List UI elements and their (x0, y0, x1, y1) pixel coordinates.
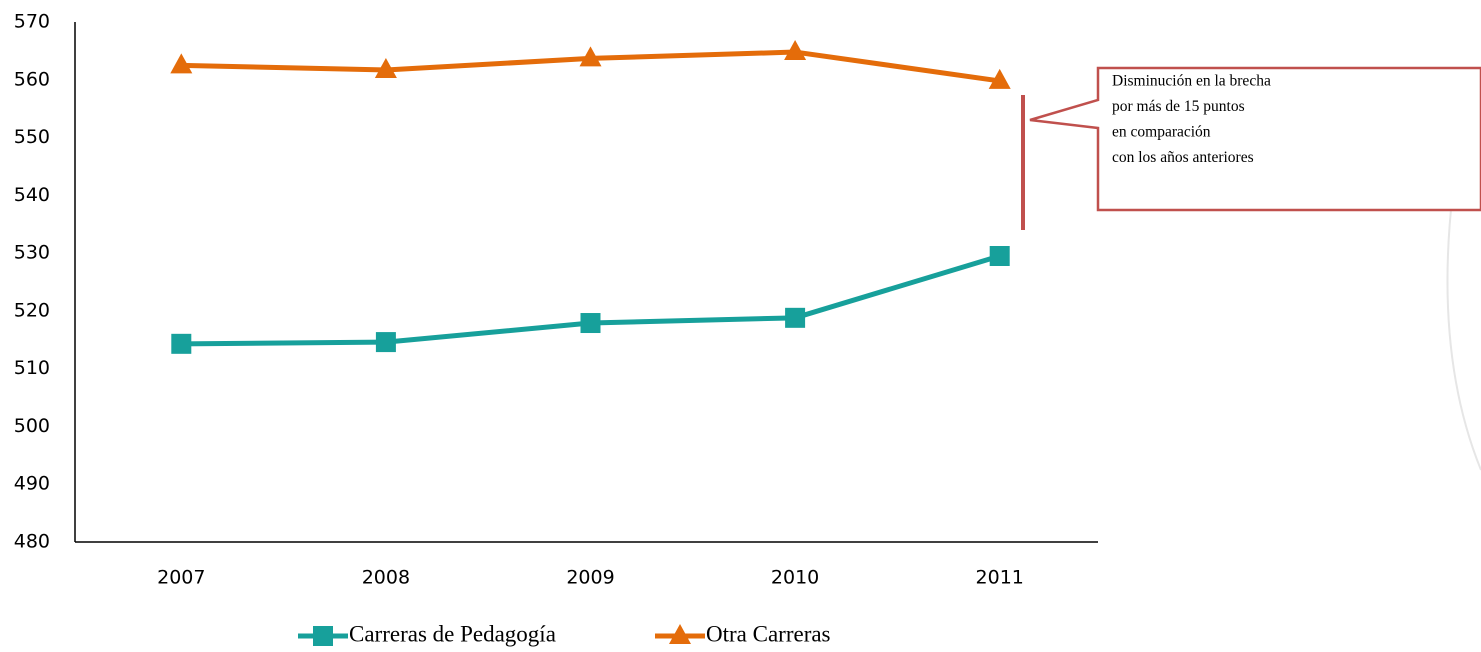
y-tick-label: 480 (14, 531, 50, 553)
y-tick-label: 570 (14, 11, 50, 33)
y-tick-label: 520 (14, 299, 50, 321)
y-tick-label: 560 (14, 68, 50, 90)
annotation-text: por más de 15 puntos (1112, 98, 1245, 115)
y-tick-label: 530 (14, 242, 50, 264)
x-tick-label: 2008 (362, 567, 410, 589)
y-tick-label: 540 (14, 184, 50, 206)
marker (579, 46, 602, 67)
marker (988, 68, 1011, 89)
callout (1029, 66, 1481, 212)
legend-marker (313, 626, 333, 646)
marker (785, 307, 806, 328)
annotation-text: Disminución en la brecha (1112, 73, 1271, 90)
marker (171, 333, 192, 354)
y-tick-label: 550 (14, 126, 50, 148)
x-tick-label: 2009 (566, 567, 614, 589)
marker (989, 246, 1010, 266)
marker (784, 40, 807, 61)
y-tick-label: 490 (14, 473, 50, 495)
legend-marker (669, 624, 691, 644)
marker (170, 53, 193, 74)
x-tick-label: 2011 (976, 567, 1024, 589)
legend-label: Carreras de Pedagogía (349, 621, 556, 646)
annotation-text: en comparación (1112, 124, 1211, 141)
x-tick-label: 2007 (157, 567, 205, 589)
marker (375, 332, 396, 353)
marker (580, 313, 601, 334)
annotation-text: con los años anteriores (1112, 149, 1254, 166)
y-tick-label: 500 (14, 415, 50, 437)
marker (374, 57, 397, 78)
y-tick-label: 510 (14, 357, 50, 379)
legend-label: Otra Carreras (706, 621, 831, 646)
x-tick-label: 2010 (771, 567, 819, 589)
